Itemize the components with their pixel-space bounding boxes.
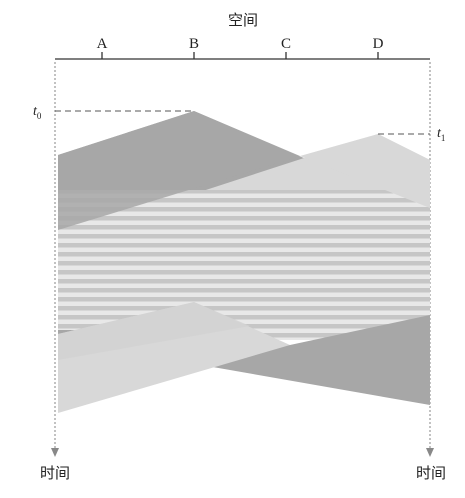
time-axis-left-arrow (51, 448, 59, 457)
time-axis-label-left: 时间 (40, 464, 70, 482)
frame-end-blend (58, 302, 250, 360)
space-axis-title: 空间 (228, 11, 258, 29)
t0-subscript: 0 (37, 111, 42, 121)
station-label-c: C (281, 36, 291, 52)
time-axis-right-arrow (426, 448, 434, 457)
t1-label: t1 (437, 126, 445, 143)
t1-subscript: 1 (441, 133, 446, 143)
station-label-d: D (373, 36, 384, 52)
station-label-a: A (97, 36, 108, 52)
t0-symbol: t (33, 104, 38, 119)
t0-label: t0 (33, 104, 42, 121)
time-axis-label-right: 时间 (416, 464, 446, 482)
station-label-b: B (189, 36, 199, 52)
space-axis (55, 52, 430, 60)
frame-overlap-top-light (300, 134, 430, 208)
t1-symbol: t (437, 126, 442, 141)
frame-overlap-top-dark (58, 111, 300, 230)
collision-striped-region (58, 190, 430, 340)
